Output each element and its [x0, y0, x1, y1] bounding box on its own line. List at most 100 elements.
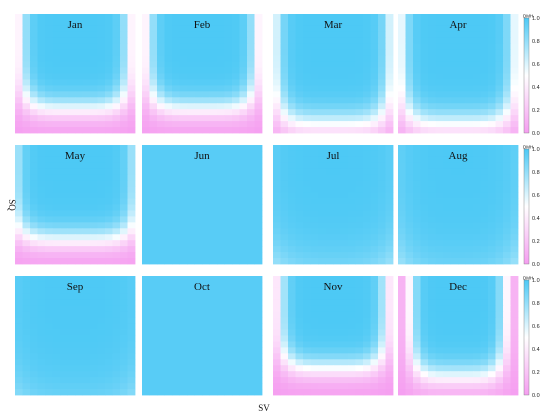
colorbar-tick-label: 0.6	[532, 193, 540, 199]
heatmap-cell	[428, 335, 436, 342]
heatmap-cell	[273, 293, 281, 301]
heatmap-cell	[435, 156, 444, 164]
heatmap-cell	[370, 347, 379, 354]
heatmap-cell	[254, 180, 263, 188]
heatmap-cell	[67, 162, 76, 170]
heatmap-cell	[60, 156, 68, 164]
heatmap-cell	[458, 317, 466, 324]
heatmap-cell	[239, 25, 248, 33]
heatmap-cell	[52, 85, 61, 92]
heatmap-cell	[30, 335, 38, 342]
heatmap-cell	[105, 150, 113, 158]
heatmap-cell	[127, 31, 136, 39]
heatmap-cell	[187, 216, 195, 223]
heatmap-cell	[75, 73, 83, 80]
heatmap-cell	[52, 383, 61, 390]
heatmap-cell	[480, 79, 489, 86]
heatmap-cell	[247, 103, 255, 110]
heatmap-cell	[280, 234, 289, 241]
heatmap-cell	[348, 228, 356, 235]
colorbar-tick-label: 0.0	[532, 131, 540, 137]
heatmap-cell	[325, 252, 334, 259]
heatmap-cell	[488, 103, 496, 110]
heatmap-cell	[187, 323, 195, 330]
heatmap-cell	[164, 121, 173, 128]
heatmap-cell	[105, 353, 113, 360]
heatmap-cell	[318, 365, 326, 372]
heatmap-cell	[127, 341, 136, 348]
heatmap-cell	[398, 103, 406, 110]
heatmap-cell	[458, 14, 466, 21]
heatmap-cell	[82, 162, 91, 170]
heatmap-cell	[378, 353, 386, 360]
heatmap-cell	[209, 359, 218, 366]
heatmap-cell	[172, 222, 180, 229]
heatmap-cell	[232, 347, 240, 354]
heatmap-cell	[363, 287, 371, 295]
heatmap-cell	[232, 156, 240, 164]
heatmap-cell	[355, 252, 364, 259]
heatmap-cell	[325, 79, 334, 86]
heatmap-cell	[510, 252, 519, 259]
heatmap-cell	[273, 371, 281, 378]
heatmap-cell	[112, 377, 121, 384]
heatmap-cell	[75, 353, 83, 360]
heatmap-cell	[97, 168, 106, 176]
heatmap-cell	[363, 293, 371, 301]
heatmap-cell	[239, 287, 248, 295]
heatmap-cell	[465, 19, 474, 27]
heatmap-cell	[318, 246, 326, 253]
heatmap-cell	[428, 287, 436, 295]
heatmap-cell	[217, 252, 225, 259]
heatmap-cell	[90, 216, 98, 223]
heatmap-cell	[217, 14, 225, 21]
heatmap-cell	[495, 246, 504, 253]
heatmap-cell	[37, 234, 46, 241]
heatmap-cell	[254, 55, 263, 62]
heatmap-cell	[75, 19, 83, 27]
heatmap-cell	[435, 347, 444, 354]
heatmap-cell	[435, 377, 444, 384]
heatmap-cell	[310, 150, 319, 158]
heatmap-cell	[325, 25, 334, 33]
heatmap-cell	[450, 204, 459, 211]
heatmap-cell	[194, 162, 203, 170]
heatmap-cell	[280, 150, 289, 158]
colorbar-gradient	[523, 148, 530, 265]
heatmap-cell	[149, 85, 158, 92]
heatmap-cell	[280, 246, 289, 253]
heatmap-cell	[385, 365, 394, 372]
heatmap-cell	[480, 329, 489, 336]
heatmap-cell	[473, 150, 481, 158]
heatmap-cell	[105, 25, 113, 33]
heatmap-cell	[142, 389, 150, 396]
heatmap-cell	[348, 240, 356, 247]
heatmap-cell	[157, 180, 165, 188]
heatmap-cell	[232, 186, 240, 193]
heatmap-cell	[450, 73, 459, 80]
heatmap-cell	[37, 198, 46, 205]
heatmap-cell	[435, 198, 444, 205]
heatmap-cell	[398, 43, 406, 51]
heatmap-cell	[157, 287, 165, 295]
heatmap-cell	[443, 305, 451, 313]
heatmap-cell	[333, 168, 341, 176]
heatmap-cell	[363, 377, 371, 384]
heatmap-cell	[30, 14, 38, 21]
heatmap-cell	[30, 329, 38, 336]
heatmap-cell	[239, 329, 248, 336]
heatmap-cell	[495, 293, 504, 301]
heatmap-cell	[75, 329, 83, 336]
heatmap-cell	[295, 276, 304, 283]
heatmap-cell	[420, 55, 429, 62]
heatmap-cell	[385, 359, 394, 366]
heatmap-cell	[52, 156, 61, 164]
heatmap-cell	[157, 67, 165, 74]
heatmap-cell	[488, 234, 496, 241]
heatmap-cell	[30, 109, 38, 116]
heatmap-cell	[458, 168, 466, 176]
heatmap-cell	[90, 347, 98, 354]
heatmap-cell	[105, 67, 113, 74]
heatmap-cell	[273, 121, 281, 128]
heatmap-cell	[443, 222, 451, 229]
